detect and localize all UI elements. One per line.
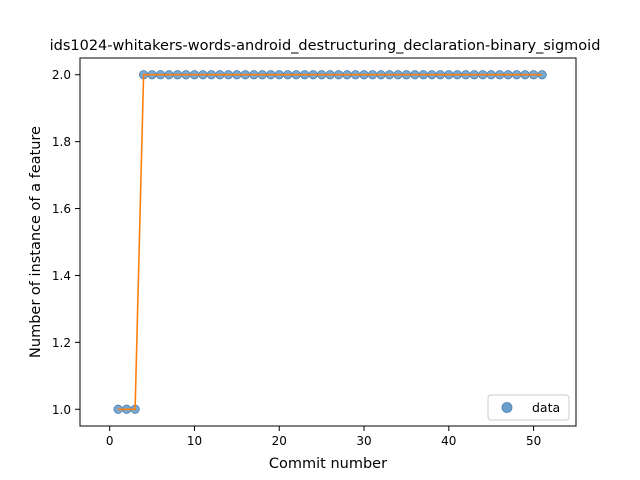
x-tick-label: 10 [187,434,202,448]
y-axis-label: Number of instance of a feature [28,126,44,358]
x-tick-label: 30 [356,434,371,448]
y-tick-label: 1.6 [52,202,71,216]
y-tick-label: 2.0 [52,68,71,82]
x-tick-label: 20 [272,434,287,448]
legend-marker [501,402,513,413]
y-tick-label: 1.4 [52,269,71,283]
x-tick-label: 0 [106,434,114,448]
plot-area [113,70,547,414]
x-tick-label: 50 [526,434,541,448]
axes-frame [79,57,577,427]
x-axis-label: Commit number [269,456,387,472]
legend-box [487,394,570,421]
y-tick-label: 1.2 [52,336,71,350]
y-axis: 1.0 1.2 1.4 1.6 1.8 2.0 [52,68,80,417]
y-tick-label: 1.0 [52,403,71,417]
legend-label: data [532,400,560,415]
y-tick-label: 1.8 [52,135,71,149]
chart-title: ids1024-whitakers-words-android_destruct… [50,38,601,54]
x-axis: 0 10 20 30 40 50 [106,426,541,448]
x-tick-label: 40 [441,434,456,448]
legend: data [487,394,570,421]
series-line [118,73,543,411]
